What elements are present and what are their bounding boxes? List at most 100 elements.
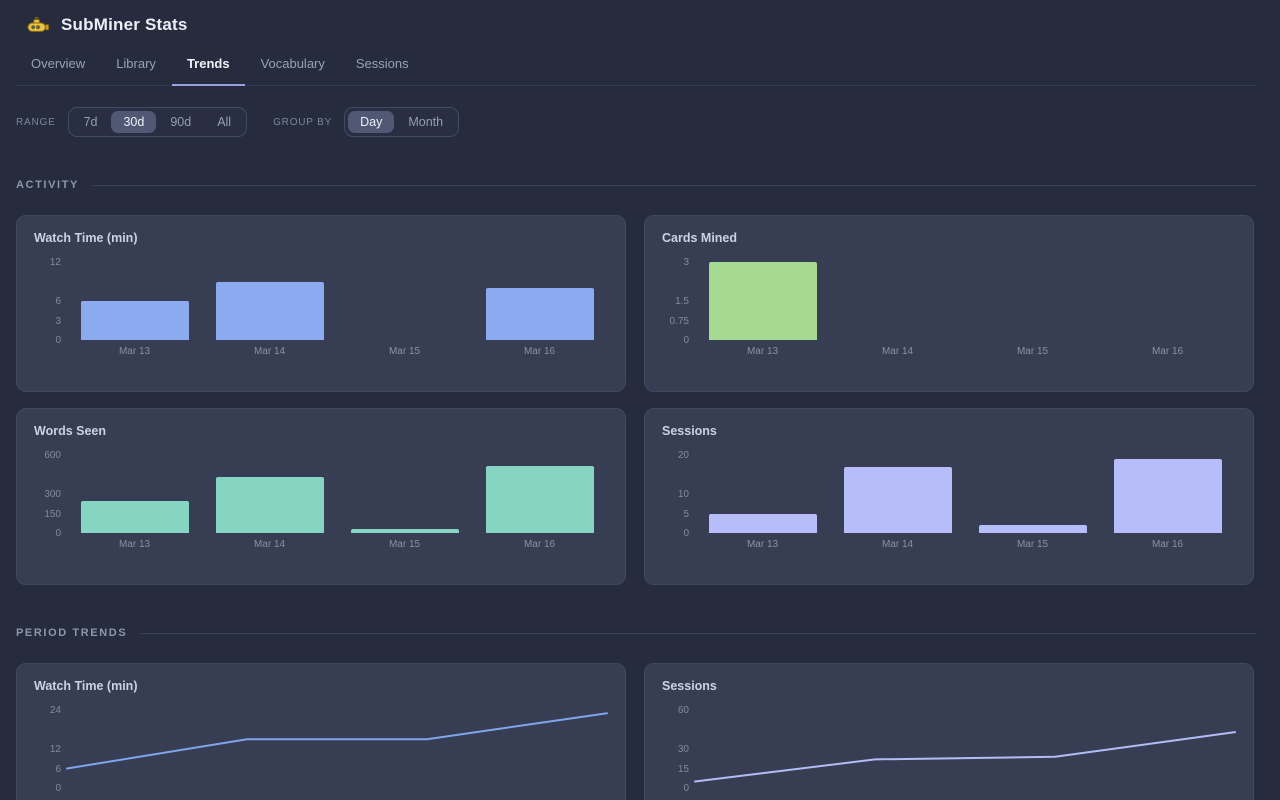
group-by-segmented-control: Day Month — [344, 107, 460, 137]
chart-title: Sessions — [662, 679, 717, 693]
x-axis-label: Mar 16 — [523, 539, 556, 550]
section-divider — [92, 184, 1256, 186]
bar-mar-13 — [80, 500, 189, 533]
y-axis-tick: 0 — [55, 783, 61, 794]
x-axis-label: Mar 13 — [746, 539, 779, 550]
bar-mar-13 — [708, 262, 817, 340]
chart-card-activity-cards-mined: Cards Mined 3 1.5 0.75 0 Mar 13 Mar 14 Mar 15 Ma… — [644, 215, 1254, 392]
bar-mar-14 — [215, 477, 324, 533]
x-axis-label: Mar 16 — [523, 346, 556, 357]
y-axis-tick: 15 — [677, 763, 689, 775]
tab-overview[interactable]: Overview — [16, 47, 100, 86]
y-axis-tick: 300 — [44, 489, 61, 500]
bar-mar-13 — [80, 301, 189, 340]
x-axis-label: Mar 14 — [881, 539, 914, 550]
y-axis-tick: 20 — [677, 450, 689, 461]
plot-area — [694, 710, 1236, 788]
x-axis-label: Mar 14 — [881, 346, 914, 357]
range-label: RANGE — [16, 116, 56, 128]
chart-card-activity-watch-time-min: Watch Time (min) 12 6 3 0 Mar 13 Mar 14 Mar 15 M… — [16, 215, 626, 392]
y-axis-tick: 10 — [677, 489, 689, 500]
bar-mar-14 — [843, 466, 952, 533]
bar-mar-16 — [485, 466, 594, 533]
bar-mar-15 — [350, 529, 459, 533]
tab-sessions[interactable]: Sessions — [341, 47, 424, 86]
group-by-day-button[interactable]: Day — [348, 111, 395, 133]
plot-area — [695, 262, 1235, 340]
bar-mar-16 — [1113, 458, 1222, 533]
x-axis-label: Mar 15 — [1016, 539, 1049, 550]
chart-title: Words Seen — [34, 424, 107, 438]
tab-library[interactable]: Library — [101, 47, 171, 86]
chart-card-period_trends-sessions: Sessions 60 30 15 0 — [644, 663, 1254, 800]
chart-card-activity-sessions: Sessions 20 10 5 0 Mar 13 Mar 14 Mar 15 Mar 16 — [644, 408, 1254, 585]
y-axis-tick: 60 — [677, 705, 689, 716]
chart-card-activity-words-seen: Words Seen 600 300 150 0 Mar 13 Mar 14 Mar 15 Ma… — [16, 408, 626, 585]
range-90d-button[interactable]: 90d — [158, 111, 203, 133]
page-title: SubMiner Stats — [61, 15, 188, 34]
activity-section-header: ACTIVITY — [16, 179, 1256, 191]
plot-area — [67, 262, 607, 340]
x-axis-label: Mar 15 — [388, 539, 421, 550]
section-divider — [141, 632, 1256, 634]
tab-trends[interactable]: Trends — [171, 47, 245, 86]
plot-area — [66, 710, 608, 788]
range-segmented-control: 7d 30d 90d All — [67, 107, 248, 137]
chart-title: Watch Time (min) — [34, 679, 138, 693]
y-axis-tick: 0 — [683, 335, 689, 346]
trend-line — [66, 712, 608, 770]
plot-area — [67, 455, 607, 533]
activity-section-title: ACTIVITY — [16, 179, 79, 191]
bar-mar-13 — [708, 513, 817, 533]
y-axis-tick: 0 — [55, 335, 61, 346]
x-axis-label: Mar 15 — [388, 346, 421, 357]
y-axis-tick: 150 — [44, 508, 61, 520]
y-axis-tick: 0 — [683, 783, 689, 794]
y-axis-tick: 600 — [44, 450, 61, 461]
y-axis-tick: 0 — [683, 528, 689, 539]
y-axis-tick: 12 — [49, 257, 61, 268]
period-trends-section-title: PERIOD TRENDS — [16, 627, 128, 639]
y-axis-tick: 6 — [55, 763, 61, 775]
activity-chart-grid: Watch Time (min) 12 6 3 0 Mar 13 Mar 14 Mar 15 M… — [16, 215, 1280, 585]
x-axis-label: Mar 13 — [118, 346, 151, 357]
tab-vocabulary[interactable]: Vocabulary — [246, 47, 340, 86]
x-axis-label: Mar 13 — [118, 539, 151, 550]
y-axis-tick: 5 — [683, 508, 689, 520]
bar-mar-14 — [215, 281, 324, 340]
trend-line — [694, 731, 1236, 783]
y-axis-tick: 1.5 — [675, 296, 689, 307]
range-all-button[interactable]: All — [205, 111, 243, 133]
x-axis-label: Mar 14 — [253, 539, 286, 550]
y-axis-tick: 6 — [55, 296, 61, 307]
plot-area — [695, 455, 1235, 533]
y-axis-tick: 3 — [55, 315, 61, 327]
submarine-logo-icon — [27, 16, 50, 35]
group-by-label: GROUP BY — [273, 116, 333, 128]
range-30d-button[interactable]: 30d — [111, 111, 157, 133]
x-axis-label: Mar 16 — [1151, 346, 1184, 357]
bar-mar-15 — [978, 525, 1087, 533]
x-axis-label: Mar 16 — [1151, 539, 1184, 550]
period-trends-section-header: PERIOD TRENDS — [16, 627, 1256, 639]
y-axis-tick: 24 — [49, 705, 61, 716]
range-7d-button[interactable]: 7d — [72, 111, 110, 133]
y-axis-tick: 0 — [55, 528, 61, 539]
y-axis-tick: 0.75 — [669, 315, 689, 327]
app-header: SubMiner Stats — [0, 0, 1280, 35]
y-axis-tick: 30 — [677, 744, 689, 755]
x-axis-label: Mar 14 — [253, 346, 286, 357]
chart-title: Cards Mined — [662, 231, 738, 245]
filters-row: RANGE 7d 30d 90d All GROUP BY Day Month — [16, 107, 1280, 137]
x-axis-label: Mar 15 — [1016, 346, 1049, 357]
chart-card-period_trends-watch-time-min: Watch Time (min) 24 12 6 0 — [16, 663, 626, 800]
chart-title: Sessions — [662, 424, 717, 438]
chart-title: Watch Time (min) — [34, 231, 138, 245]
y-axis-tick: 3 — [683, 257, 689, 268]
tab-bar: Overview Library Trends Vocabulary Sessions — [16, 47, 1256, 86]
period-trends-chart-grid: Watch Time (min) 24 12 6 0 Sessions 60 30 15 0 — [16, 663, 1280, 800]
group-by-month-button[interactable]: Month — [396, 111, 455, 133]
bar-mar-16 — [485, 288, 594, 340]
x-axis-label: Mar 13 — [746, 346, 779, 357]
y-axis-tick: 12 — [49, 744, 61, 755]
